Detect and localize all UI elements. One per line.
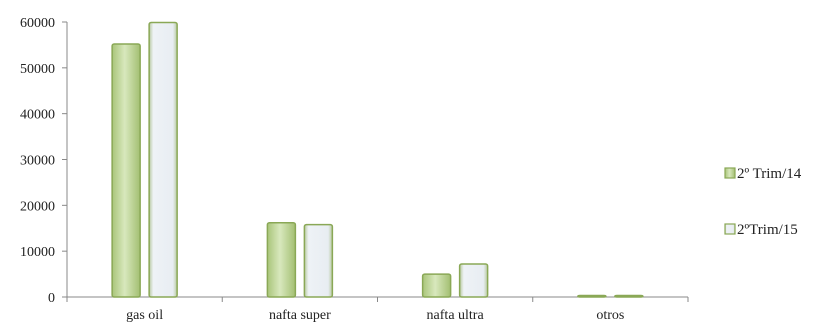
y-tick-label: 50000 xyxy=(20,62,55,77)
bar-series-1 xyxy=(423,274,451,297)
x-category-label: nafta super xyxy=(269,308,331,323)
bar-series-1 xyxy=(112,44,140,297)
x-category-label: nafta ultra xyxy=(427,308,485,323)
legend: 2º Trim/14 2ºTrim/15 xyxy=(725,166,802,238)
y-tick-label: 40000 xyxy=(20,108,55,123)
legend-label: 2ºTrim/15 xyxy=(737,222,798,238)
bar-series-2 xyxy=(460,264,488,297)
bar-series-2 xyxy=(615,296,643,298)
y-tick-label: 60000 xyxy=(20,16,55,31)
legend-swatch xyxy=(725,224,735,234)
y-tick-label: 10000 xyxy=(20,245,55,260)
bar-series-2 xyxy=(149,22,177,297)
y-tick-label: 20000 xyxy=(20,199,55,214)
y-tick-label: 0 xyxy=(48,291,55,306)
y-tick-label: 30000 xyxy=(20,154,55,169)
bars xyxy=(112,22,643,297)
x-category-label: gas oil xyxy=(126,308,163,323)
bar-series-1 xyxy=(578,296,606,298)
bar-series-2 xyxy=(304,225,332,297)
x-category-label: otros xyxy=(596,308,624,323)
legend-label: 2º Trim/14 xyxy=(737,166,802,182)
legend-swatch xyxy=(725,168,735,178)
bar-series-1 xyxy=(267,223,295,297)
